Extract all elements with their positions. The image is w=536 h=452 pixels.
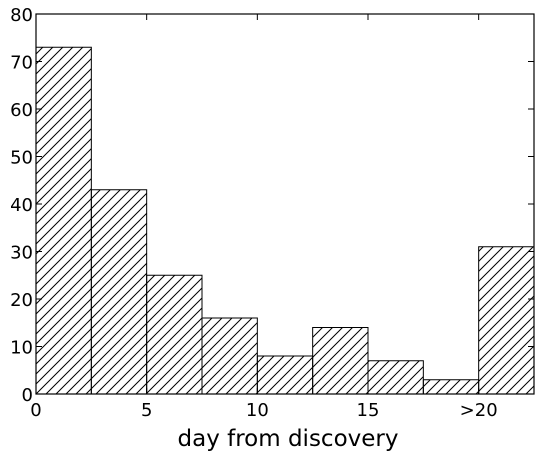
bar-4 [256, 355, 314, 395]
y-tick-label-2: 20 [10, 290, 33, 311]
y-tick-label-3: 30 [10, 243, 33, 264]
bar-1 [90, 189, 148, 395]
x-axis-label: day from discovery [178, 426, 399, 452]
bar-0 [35, 46, 92, 395]
x-tick-label-2: 10 [246, 400, 269, 421]
x-tick-label-4: >20 [460, 400, 498, 421]
y-tick-label-6: 60 [10, 100, 33, 121]
x-tick-label-0: 0 [30, 400, 41, 421]
bar-7 [422, 379, 480, 395]
y-tick-label-7: 70 [10, 53, 33, 74]
x-tick-labels: 0 5 10 15 >20 [30, 400, 497, 421]
y-tick-label-5: 50 [10, 148, 33, 169]
y-tick-label-8: 80 [10, 5, 33, 26]
y-tick-labels: 0 10 20 30 40 50 60 70 80 [10, 5, 33, 406]
bar-6 [367, 360, 424, 395]
bar-3 [201, 317, 258, 395]
y-tick-label-4: 40 [10, 195, 33, 216]
bar-2 [146, 274, 203, 395]
bar-8 [478, 246, 535, 395]
x-tick-label-3: 15 [357, 400, 380, 421]
bar-group [35, 46, 535, 395]
x-tick-label-1: 5 [141, 400, 152, 421]
tick-group [35, 13, 534, 395]
y-tick-label-1: 10 [10, 338, 33, 359]
bar-5 [312, 327, 369, 395]
y-tick-label-0: 0 [22, 385, 33, 406]
